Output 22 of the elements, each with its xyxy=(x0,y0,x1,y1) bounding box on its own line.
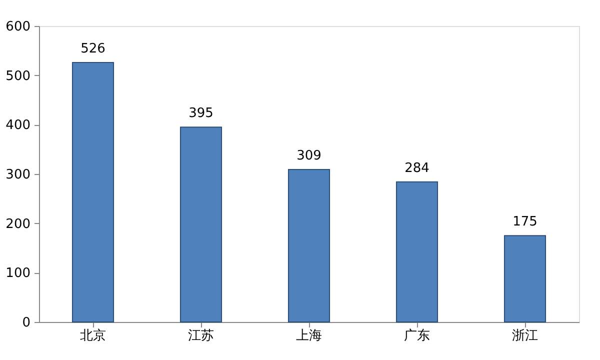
y-tick-label: 0 xyxy=(22,316,30,330)
bar xyxy=(396,181,438,322)
x-tick-label: 江苏 xyxy=(188,328,214,344)
bar xyxy=(288,169,330,322)
x-tick-label: 北京 xyxy=(80,328,106,344)
x-tick-label: 上海 xyxy=(296,328,322,344)
data-label: 526 xyxy=(80,42,106,57)
bar xyxy=(504,235,546,322)
y-tick-label: 200 xyxy=(6,216,30,232)
y-tick-label: 400 xyxy=(6,118,30,134)
data-label: 395 xyxy=(188,106,214,122)
y-tick-label: 300 xyxy=(6,168,30,182)
data-label: 309 xyxy=(296,148,322,164)
y-tick-label: 100 xyxy=(6,266,30,282)
bar xyxy=(72,62,114,322)
x-tick-label: 广东 xyxy=(404,328,430,344)
y-tick-label: 500 xyxy=(6,68,30,84)
x-tick-label: 浙江 xyxy=(512,328,538,344)
y-tick-label: 600 xyxy=(6,20,30,34)
bar xyxy=(180,126,222,322)
data-label: 284 xyxy=(404,160,430,176)
data-label: 175 xyxy=(512,214,538,230)
